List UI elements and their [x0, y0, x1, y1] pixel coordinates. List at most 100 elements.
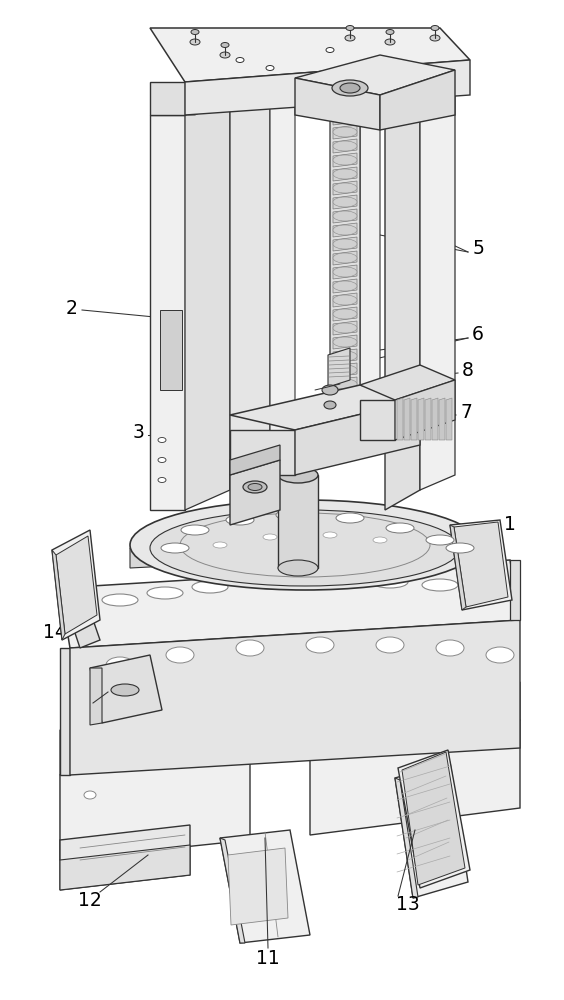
Ellipse shape: [333, 239, 357, 249]
Polygon shape: [333, 97, 357, 111]
Polygon shape: [395, 380, 455, 440]
Ellipse shape: [486, 647, 514, 663]
Polygon shape: [333, 195, 357, 209]
Ellipse shape: [336, 513, 364, 523]
Polygon shape: [333, 349, 357, 363]
Polygon shape: [395, 778, 418, 898]
Ellipse shape: [181, 525, 209, 535]
Polygon shape: [333, 321, 357, 335]
Polygon shape: [310, 682, 520, 748]
Text: 13: 13: [396, 896, 420, 914]
Ellipse shape: [312, 576, 348, 588]
Ellipse shape: [221, 42, 229, 47]
Ellipse shape: [158, 478, 166, 483]
Ellipse shape: [190, 39, 200, 45]
Ellipse shape: [345, 35, 355, 41]
Ellipse shape: [333, 337, 357, 347]
Ellipse shape: [333, 113, 357, 123]
Ellipse shape: [106, 657, 134, 673]
Text: 6: 6: [472, 326, 484, 344]
Ellipse shape: [333, 197, 357, 207]
Ellipse shape: [263, 534, 277, 540]
Ellipse shape: [278, 467, 318, 483]
Text: 3: 3: [132, 422, 144, 442]
Polygon shape: [404, 398, 410, 440]
Polygon shape: [333, 223, 357, 237]
Polygon shape: [60, 560, 520, 648]
Ellipse shape: [326, 47, 334, 52]
Polygon shape: [395, 762, 468, 898]
Ellipse shape: [346, 25, 354, 30]
Polygon shape: [150, 28, 470, 82]
Ellipse shape: [386, 29, 394, 34]
Polygon shape: [450, 520, 512, 610]
Text: 8: 8: [462, 360, 474, 379]
Ellipse shape: [243, 481, 267, 493]
Polygon shape: [330, 78, 360, 430]
Ellipse shape: [248, 484, 262, 490]
Ellipse shape: [333, 365, 357, 375]
Polygon shape: [333, 237, 357, 251]
Ellipse shape: [332, 80, 368, 96]
Ellipse shape: [322, 385, 338, 395]
Polygon shape: [60, 582, 100, 648]
Polygon shape: [230, 445, 280, 475]
Polygon shape: [333, 335, 357, 349]
Polygon shape: [130, 530, 480, 568]
Ellipse shape: [333, 155, 357, 165]
Ellipse shape: [236, 640, 264, 656]
Ellipse shape: [323, 532, 337, 538]
Polygon shape: [60, 825, 190, 890]
Polygon shape: [230, 430, 295, 475]
Polygon shape: [333, 293, 357, 307]
Polygon shape: [425, 398, 431, 440]
Ellipse shape: [102, 594, 138, 606]
Polygon shape: [402, 752, 465, 885]
Ellipse shape: [333, 393, 357, 403]
Polygon shape: [60, 648, 70, 775]
Polygon shape: [60, 710, 250, 775]
Text: 4: 4: [464, 560, 476, 580]
Polygon shape: [60, 755, 250, 860]
Ellipse shape: [333, 351, 357, 361]
Ellipse shape: [226, 515, 254, 525]
Polygon shape: [52, 550, 65, 640]
Polygon shape: [60, 845, 190, 890]
Ellipse shape: [276, 510, 304, 520]
Polygon shape: [333, 265, 357, 279]
Polygon shape: [439, 398, 445, 440]
Text: 7: 7: [460, 402, 472, 422]
Ellipse shape: [333, 211, 357, 221]
Text: 1: 1: [504, 516, 516, 534]
Ellipse shape: [446, 543, 474, 553]
Text: 11: 11: [256, 948, 280, 968]
Ellipse shape: [333, 309, 357, 319]
Ellipse shape: [426, 535, 454, 545]
Text: 14: 14: [43, 622, 67, 642]
Ellipse shape: [278, 560, 318, 576]
Ellipse shape: [158, 458, 166, 462]
Polygon shape: [380, 70, 455, 130]
Polygon shape: [333, 181, 357, 195]
Ellipse shape: [404, 771, 416, 779]
Polygon shape: [360, 70, 380, 420]
Ellipse shape: [333, 323, 357, 333]
Polygon shape: [56, 536, 97, 634]
Polygon shape: [228, 848, 288, 925]
Polygon shape: [333, 307, 357, 321]
Polygon shape: [333, 139, 357, 153]
Ellipse shape: [161, 543, 189, 553]
Polygon shape: [397, 398, 403, 440]
Polygon shape: [385, 100, 420, 510]
Polygon shape: [432, 398, 438, 440]
Ellipse shape: [147, 587, 183, 599]
Polygon shape: [150, 115, 185, 510]
Text: 5: 5: [472, 238, 484, 257]
Ellipse shape: [111, 684, 139, 696]
Ellipse shape: [422, 579, 458, 591]
Polygon shape: [52, 530, 100, 640]
Polygon shape: [333, 153, 357, 167]
Polygon shape: [230, 460, 280, 525]
Polygon shape: [270, 78, 295, 500]
Ellipse shape: [252, 577, 288, 589]
